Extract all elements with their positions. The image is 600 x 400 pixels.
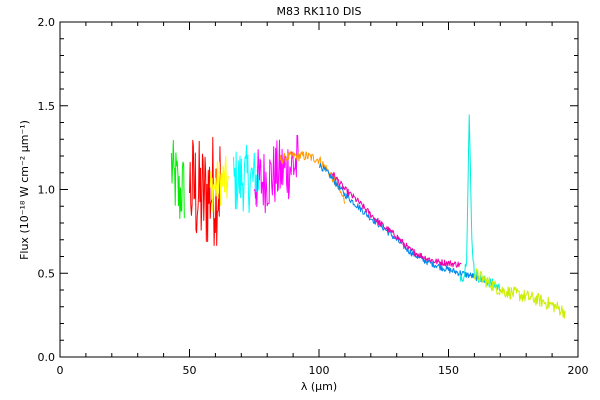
y-tick-label: 0.0	[38, 351, 56, 364]
series-line-4	[233, 144, 260, 214]
x-axis-label: λ (μm)	[301, 380, 337, 393]
chart-title: M83 RK110 DIS	[276, 5, 361, 18]
series-line-9	[458, 114, 501, 292]
y-tick-label: 1.0	[38, 184, 56, 197]
x-tick-label: 200	[568, 364, 589, 377]
x-tick-label: 50	[183, 364, 197, 377]
series-line-3	[209, 155, 229, 213]
series-line-8	[331, 171, 462, 268]
y-axis-ticks: 0.0 0.5 1.0 1.5 2.0	[38, 16, 578, 364]
plot-frame	[59, 21, 579, 358]
series-line-10	[473, 268, 566, 319]
x-axis-ticks: 0 50 100 150 200	[57, 22, 589, 377]
x-tick-label: 150	[438, 364, 459, 377]
series-line-6	[279, 150, 346, 204]
y-tick-label: 1.5	[38, 100, 56, 113]
y-tick-label: 2.0	[38, 16, 56, 29]
y-tick-label: 0.5	[38, 267, 56, 280]
x-tick-label: 100	[309, 364, 330, 377]
series-line-7	[318, 162, 488, 283]
series-line-1	[170, 139, 185, 219]
x-tick-label: 0	[57, 364, 64, 377]
y-axis-label: Flux (10⁻¹⁸ W cm⁻² μm⁻¹)	[18, 120, 31, 260]
series-line-5	[253, 134, 299, 214]
series-lines	[170, 114, 566, 319]
series-line-2	[189, 136, 222, 246]
